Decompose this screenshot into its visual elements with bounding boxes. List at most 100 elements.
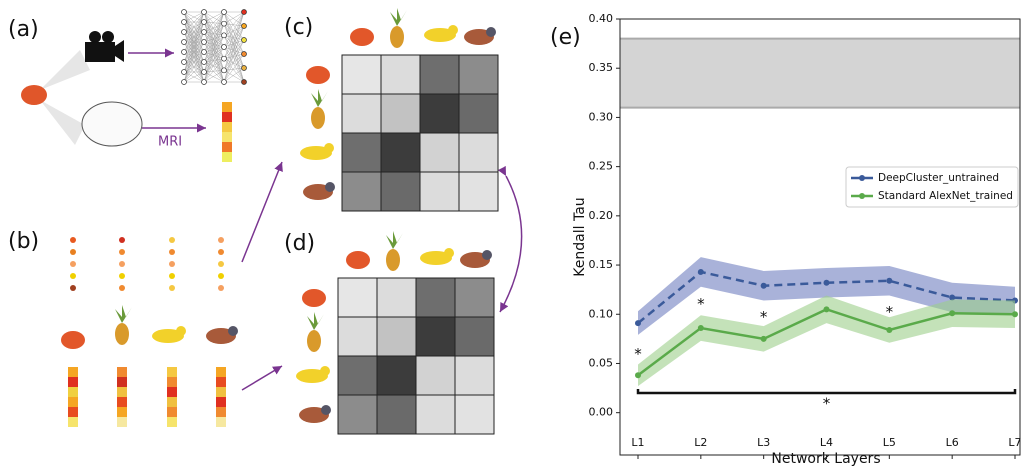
voxel — [117, 397, 127, 407]
node — [202, 80, 207, 85]
rdm-cell — [381, 55, 420, 94]
rdm-cell — [377, 395, 416, 434]
view-cone — [40, 50, 90, 145]
node — [182, 60, 187, 65]
mango — [302, 289, 326, 307]
voxel — [117, 407, 127, 417]
dot — [119, 273, 125, 279]
x-tick-label: L5 — [883, 436, 896, 449]
voxel — [216, 397, 226, 407]
rdm-cell — [455, 278, 494, 317]
node — [222, 10, 227, 15]
rdm-cell — [455, 395, 494, 434]
node — [242, 38, 247, 43]
mango — [61, 331, 85, 349]
node — [182, 30, 187, 35]
canary-head — [448, 25, 458, 35]
rdm-cell — [342, 172, 381, 211]
camera — [85, 42, 115, 62]
dot — [169, 285, 175, 291]
node — [242, 24, 247, 29]
arrow — [242, 366, 282, 390]
node — [182, 80, 187, 85]
y-axis-label: Kendall Tau — [572, 197, 588, 276]
node — [222, 45, 227, 50]
dot — [169, 261, 175, 267]
rdm — [296, 8, 498, 434]
node — [242, 66, 247, 71]
connection — [204, 22, 224, 35]
bracket-label: * — [823, 394, 831, 412]
point — [761, 336, 767, 342]
voxel — [68, 407, 78, 417]
chart: Kendall Tau Network Layers 0.000.050.100… — [572, 12, 1022, 467]
y-tick-label: 0.10 — [589, 307, 614, 320]
rdm-cell — [416, 356, 455, 395]
rdm-cell — [416, 395, 455, 434]
voxel — [68, 387, 78, 397]
camera — [115, 40, 124, 62]
voxel — [68, 377, 78, 387]
pineapple — [386, 249, 400, 271]
significance: * — [886, 303, 894, 321]
voxel — [222, 142, 232, 152]
voxel — [216, 367, 226, 377]
y-tick-label: 0.00 — [589, 406, 614, 419]
voxel — [216, 387, 226, 397]
significance: * — [697, 295, 705, 313]
voxel — [167, 417, 177, 427]
x-tick-label: L3 — [757, 436, 770, 449]
node — [222, 21, 227, 26]
arrow — [242, 162, 282, 262]
point — [635, 372, 641, 378]
dot — [119, 285, 125, 291]
canary-head — [324, 143, 334, 153]
voxel — [167, 367, 177, 377]
point — [698, 325, 704, 331]
camera — [89, 31, 101, 43]
rdm-cell — [381, 94, 420, 133]
kestrel-head — [325, 182, 335, 192]
dot — [70, 285, 76, 291]
dot — [218, 249, 224, 255]
dot — [70, 237, 76, 243]
kestrel-head — [486, 27, 496, 37]
dot — [218, 261, 224, 267]
rdm-cell — [381, 172, 420, 211]
voxel — [222, 152, 232, 162]
x-tick-label: L4 — [820, 436, 833, 449]
rdm-cell — [459, 94, 498, 133]
node — [182, 70, 187, 75]
mango — [350, 28, 374, 46]
voxel — [117, 367, 127, 377]
dot — [169, 249, 175, 255]
kestrel-head — [321, 405, 331, 415]
voxel — [167, 387, 177, 397]
panel-label: (d) — [284, 231, 315, 256]
node — [182, 40, 187, 45]
dot — [119, 261, 125, 267]
x-tick-label: L1 — [631, 436, 644, 449]
rdm-cell — [377, 356, 416, 395]
voxel — [222, 132, 232, 142]
dot — [119, 249, 125, 255]
dot — [169, 273, 175, 279]
point — [824, 280, 830, 286]
node — [202, 60, 207, 65]
node — [202, 40, 207, 45]
dot — [169, 237, 175, 243]
node — [202, 70, 207, 75]
mango — [346, 251, 370, 269]
kestrel-head — [228, 326, 238, 336]
panel-label: (b) — [8, 229, 39, 254]
node — [182, 10, 187, 15]
node — [202, 10, 207, 15]
rdm-cell — [338, 317, 377, 356]
dot — [70, 273, 76, 279]
pineapple-leaves — [115, 305, 132, 323]
dot — [218, 285, 224, 291]
bracket — [638, 389, 1015, 393]
y-tick-label: 0.35 — [589, 61, 614, 74]
voxel — [222, 102, 232, 112]
voxel — [167, 407, 177, 417]
